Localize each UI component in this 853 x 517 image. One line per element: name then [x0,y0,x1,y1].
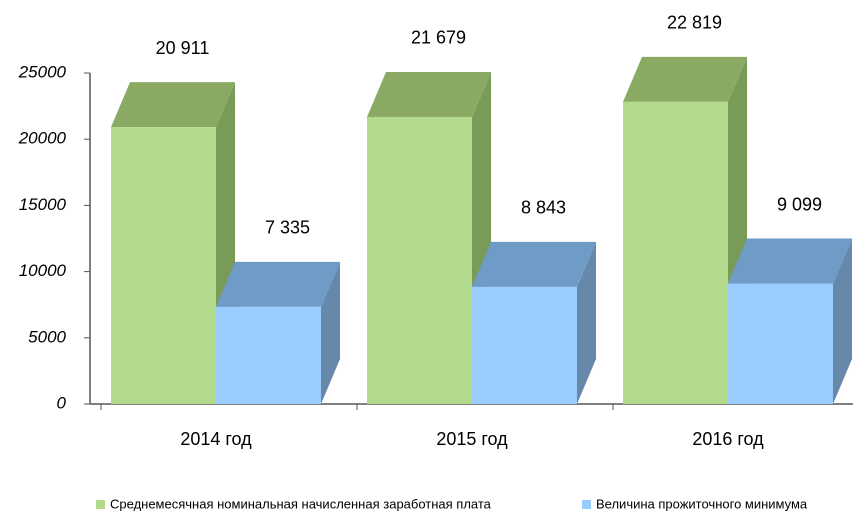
y-tick-label: 20000 [18,129,67,148]
bar-top [623,56,747,102]
data-label: 7 335 [265,218,310,238]
data-label: 22 819 [667,13,722,33]
data-label: 21 679 [411,28,466,48]
y-tick-label: 15000 [19,195,67,214]
legend-label: Величина прожиточного минимума [596,496,808,511]
bar [367,116,472,405]
x-tick-label: 2014 год [180,429,252,449]
bar-side [577,241,596,404]
bar [111,127,216,404]
bar-top [472,241,596,287]
data-label: 20 911 [156,38,210,58]
y-tick-label: 5000 [28,327,66,346]
bar [728,283,833,404]
bar-top [216,261,340,307]
bar [472,286,577,404]
bar [216,306,321,404]
x-tick-label: 2015 год [436,429,508,449]
bar-top [367,71,491,117]
data-label: 8 843 [521,198,566,218]
x-tick-label: 2016 год [692,429,764,449]
bar-side [833,238,852,404]
bar-side [321,261,340,404]
legend-swatch [96,500,105,509]
bar-top [111,82,235,128]
y-tick-label: 25000 [18,62,67,81]
data-label: 9 099 [777,194,822,214]
y-tick-label: 0 [57,393,67,412]
bar [623,101,728,405]
legend-label: Среднемесячная номинальная начисленная з… [110,496,492,511]
bar-top [728,238,852,284]
legend-swatch [582,500,591,509]
y-tick-label: 10000 [19,261,67,280]
